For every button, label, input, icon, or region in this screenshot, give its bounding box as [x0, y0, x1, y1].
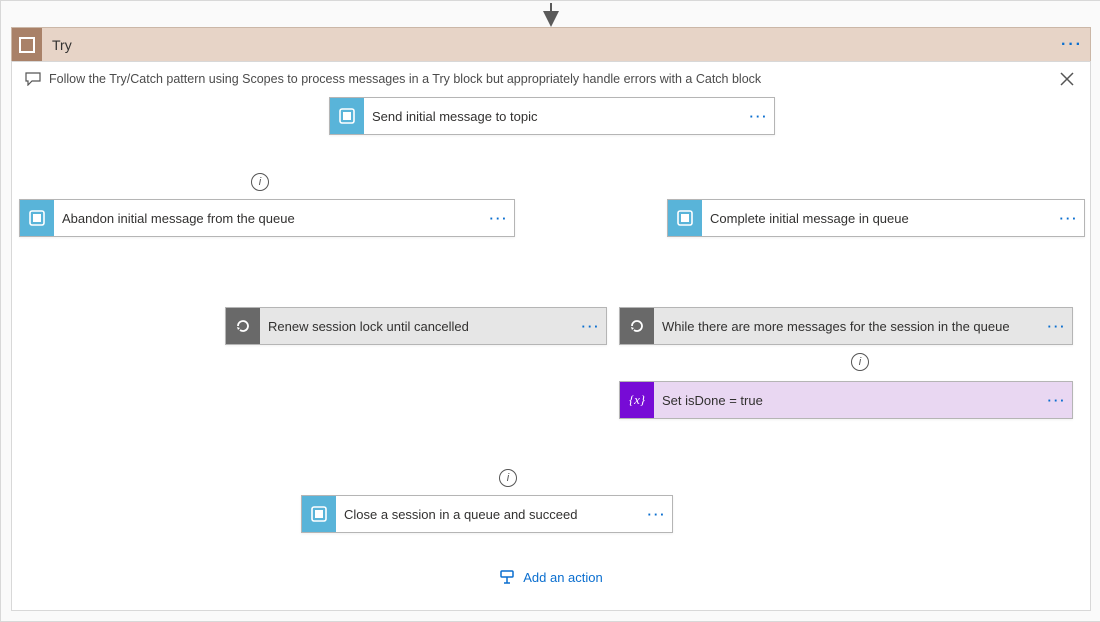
info-badge-2[interactable]: i — [499, 469, 517, 487]
renew-session-lock-loop-label: Renew session lock until cancelled — [260, 308, 576, 344]
while-more-messages-loop[interactable]: While there are more messages for the se… — [619, 307, 1073, 345]
close-session-action-icon — [302, 496, 336, 532]
while-more-messages-loop-icon — [620, 308, 654, 344]
scope-description: Follow the Try/Catch pattern using Scope… — [49, 72, 761, 86]
add-action-button[interactable]: Add an action — [1, 569, 1100, 585]
set-isdone-variable-action-menu-button[interactable]: ··· — [1042, 382, 1072, 418]
abandon-message-action-icon — [20, 200, 54, 236]
scope-header[interactable]: Try ··· — [11, 27, 1091, 63]
complete-message-action-menu-button[interactable]: ··· — [1054, 200, 1084, 236]
send-initial-message-action-icon — [330, 98, 364, 134]
complete-message-action[interactable]: Complete initial message in queue··· — [667, 199, 1085, 237]
renew-session-lock-loop[interactable]: Renew session lock until cancelled··· — [225, 307, 607, 345]
send-initial-message-action[interactable]: Send initial message to topic··· — [329, 97, 775, 135]
renew-session-lock-loop-icon — [226, 308, 260, 344]
close-description-button[interactable] — [1055, 67, 1079, 91]
set-isdone-variable-action[interactable]: {x}Set isDone = true··· — [619, 381, 1073, 419]
abandon-message-action[interactable]: Abandon initial message from the queue··… — [19, 199, 515, 237]
info-badge-0[interactable]: i — [251, 173, 269, 191]
scope-icon — [12, 28, 42, 62]
abandon-message-action-menu-button[interactable]: ··· — [484, 200, 514, 236]
send-initial-message-action-menu-button[interactable]: ··· — [744, 98, 774, 134]
renew-session-lock-loop-menu-button[interactable]: ··· — [576, 308, 606, 344]
close-session-action[interactable]: Close a session in a queue and succeed··… — [301, 495, 673, 533]
scope-title: Try — [42, 37, 1054, 53]
send-initial-message-action-label: Send initial message to topic — [364, 98, 744, 134]
scope-description-row: Follow the Try/Catch pattern using Scope… — [23, 65, 1079, 93]
close-session-action-menu-button[interactable]: ··· — [642, 496, 672, 532]
while-more-messages-loop-label: While there are more messages for the se… — [654, 308, 1042, 344]
while-more-messages-loop-menu-button[interactable]: ··· — [1042, 308, 1072, 344]
abandon-message-action-label: Abandon initial message from the queue — [54, 200, 484, 236]
set-isdone-variable-action-label: Set isDone = true — [654, 382, 1042, 418]
comment-icon — [23, 71, 43, 87]
complete-message-action-icon — [668, 200, 702, 236]
info-badge-1[interactable]: i — [851, 353, 869, 371]
set-isdone-variable-action-icon: {x} — [620, 382, 654, 418]
add-action-icon — [499, 569, 515, 585]
complete-message-action-label: Complete initial message in queue — [702, 200, 1054, 236]
add-action-label: Add an action — [523, 570, 603, 585]
close-session-action-label: Close a session in a queue and succeed — [336, 496, 642, 532]
designer-canvas: Try ··· Follow the Try/Catch pattern usi… — [0, 0, 1100, 622]
scope-menu-button[interactable]: ··· — [1054, 36, 1090, 54]
